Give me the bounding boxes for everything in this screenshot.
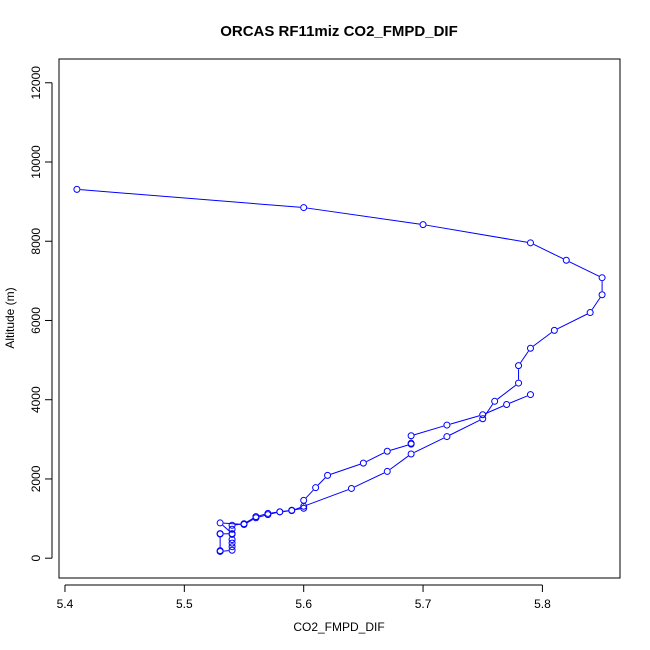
data-point <box>228 521 236 529</box>
data-point <box>228 530 236 538</box>
series-segment <box>223 522 241 525</box>
y-tick-label: 12000 <box>29 66 43 100</box>
series-segment <box>449 419 480 436</box>
data-point <box>300 204 308 212</box>
series-segment <box>80 189 301 208</box>
series-segment <box>222 524 230 532</box>
data-point <box>264 511 272 519</box>
data-point <box>276 508 284 516</box>
y-axis: 0 2000 4000 6000 8000 10000 12000 <box>29 66 53 562</box>
x-tick-label: 5.5 <box>176 597 193 611</box>
series-segment <box>295 508 301 511</box>
data-point <box>324 471 332 479</box>
data-point <box>73 185 81 193</box>
data-point <box>216 547 224 555</box>
series-segment <box>307 207 420 225</box>
series-segment <box>246 517 254 523</box>
x-axis-label: CO2_FMPD_DIF <box>293 620 384 634</box>
data-point <box>312 484 320 492</box>
data-point <box>252 514 260 522</box>
series-segment <box>306 489 349 506</box>
series-segment <box>414 437 444 453</box>
data-point <box>598 291 606 299</box>
data-point <box>503 400 511 408</box>
y-tick-label: 10000 <box>29 145 43 179</box>
data-point <box>526 239 534 247</box>
data-point <box>562 256 570 264</box>
series-segment <box>497 384 517 400</box>
y-tick-label: 0 <box>29 555 43 562</box>
data-point <box>288 506 296 514</box>
data-point <box>383 447 391 455</box>
data-point <box>419 221 427 229</box>
data-point <box>479 415 487 423</box>
x-axis: 5.4 5.5 5.6 5.7 5.8 <box>57 584 551 611</box>
series-segment <box>366 452 385 462</box>
series-segment <box>533 243 564 260</box>
series-segment <box>569 261 600 277</box>
x-tick-label: 5.6 <box>295 597 312 611</box>
series-segment <box>509 395 528 404</box>
data-point <box>216 519 224 527</box>
series-segment <box>259 513 265 517</box>
data-point <box>598 274 606 282</box>
series-segment <box>426 224 528 243</box>
y-tick-label: 4000 <box>29 386 43 413</box>
series-layer <box>73 185 606 555</box>
data-point <box>407 439 415 447</box>
series-segment <box>354 472 385 488</box>
data-point <box>228 539 236 547</box>
data-point <box>407 450 415 458</box>
series-segment <box>450 415 480 425</box>
x-tick-label: 5.7 <box>415 597 432 611</box>
data-point <box>515 362 523 370</box>
data-point <box>526 344 534 352</box>
series-segment <box>520 350 529 364</box>
data-point <box>491 397 499 405</box>
series-segment <box>283 510 289 512</box>
series-segment <box>330 463 361 475</box>
data-point <box>228 543 236 551</box>
data-point <box>300 496 308 504</box>
data-point <box>407 432 415 440</box>
data-point <box>443 433 451 441</box>
data-point <box>240 521 248 529</box>
series-segment <box>485 405 504 414</box>
series-segment <box>532 332 552 347</box>
data-point <box>347 484 355 492</box>
data-point <box>479 411 487 419</box>
data-point <box>300 504 308 512</box>
y-tick-label: 2000 <box>29 465 43 492</box>
x-tick-label: 5.8 <box>534 597 551 611</box>
y-tick-label: 8000 <box>29 228 43 255</box>
data-point <box>515 379 523 387</box>
series-segment <box>591 297 601 310</box>
data-point <box>228 525 236 533</box>
series-segment <box>246 519 254 524</box>
series-segment <box>259 515 265 518</box>
data-point <box>526 391 534 399</box>
series-segment <box>305 489 314 499</box>
data-point <box>586 309 594 317</box>
y-axis-label: Altitude (m) <box>3 287 17 348</box>
series-segment <box>414 425 444 436</box>
data-point <box>359 459 367 467</box>
data-point <box>216 530 224 538</box>
series-segment <box>389 455 409 470</box>
data-point <box>228 546 236 554</box>
series-segment <box>390 444 408 451</box>
plot-frame <box>58 58 621 579</box>
y-tick-label: 6000 <box>29 307 43 334</box>
x-tick-label: 5.4 <box>57 597 74 611</box>
series-segment <box>557 313 588 330</box>
data-point <box>443 421 451 429</box>
series-segment <box>317 477 326 486</box>
data-point <box>550 326 558 334</box>
series-segment <box>271 512 277 515</box>
chart-title: ORCAS RF11miz CO2_FMPD_DIF <box>220 23 458 40</box>
data-point <box>383 467 391 475</box>
